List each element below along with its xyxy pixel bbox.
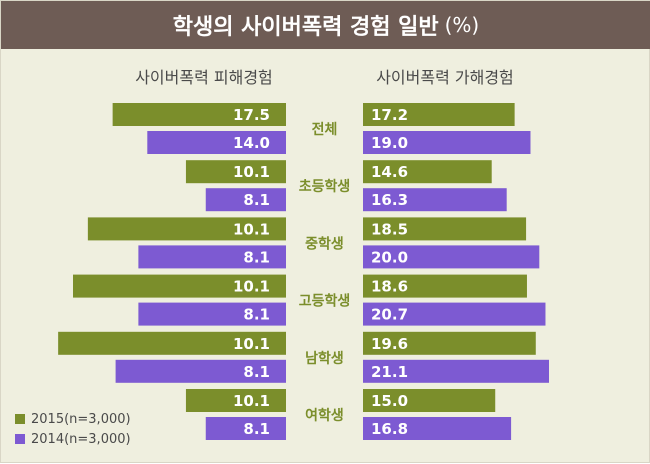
left-label-2015-5: 10.1 — [233, 392, 270, 410]
left-bar-2015-3 — [73, 274, 286, 298]
left-bar-2014-1 — [205, 188, 286, 212]
left-label-2015-3: 10.1 — [233, 278, 270, 296]
right-label-2014-0: 19.0 — [371, 134, 408, 152]
left-label-2014-2: 8.1 — [243, 248, 270, 266]
category-label-2: 중학생 — [305, 236, 344, 252]
left-label-2014-4: 8.1 — [243, 363, 270, 381]
left-column-title: 사이버폭력 피해경험 — [135, 68, 273, 87]
right-bar-2014-3 — [363, 302, 546, 326]
left-label-2015-1: 10.1 — [233, 163, 270, 181]
right-bar-2014-2 — [363, 245, 540, 269]
left-bar-2014-4 — [115, 359, 286, 383]
left-bar-2015-4 — [58, 331, 287, 355]
left-label-2014-0: 14.0 — [233, 134, 270, 152]
legend-label-2015: 2015(n=3,000) — [31, 411, 131, 427]
left-bar-2015-0 — [112, 103, 287, 126]
right-bar-2015-3 — [363, 274, 527, 298]
right-bar-2014-5 — [363, 417, 512, 440]
left-label-2015-0: 17.5 — [233, 106, 270, 124]
right-label-2015-0: 17.2 — [371, 106, 408, 124]
left-bar-2015-2 — [87, 217, 286, 241]
right-bar-2015-0 — [363, 103, 515, 126]
left-label-2015-4: 10.1 — [233, 335, 270, 353]
left-bar-2015-5 — [185, 389, 286, 412]
left-bar-2014-3 — [138, 302, 286, 326]
right-label-2015-2: 18.5 — [371, 220, 408, 238]
category-label-4: 남학생 — [305, 350, 344, 367]
category-label-1: 초등학생 — [299, 179, 351, 195]
left-bar-2014-0 — [147, 131, 286, 154]
category-label-0: 전체 — [312, 121, 338, 138]
legend-label-2014: 2014(n=3,000) — [31, 431, 131, 447]
left-label-2015-2: 10.1 — [233, 220, 270, 238]
right-bar-2015-5 — [363, 389, 496, 412]
category-label-5: 여학생 — [305, 407, 344, 424]
right-label-2015-1: 14.6 — [371, 163, 408, 181]
left-label-2014-3: 8.1 — [243, 306, 270, 324]
right-bar-2015-1 — [363, 160, 492, 184]
right-bar-2015-4 — [363, 331, 536, 355]
left-bar-2014-2 — [138, 245, 286, 269]
left-bar-2014-5 — [205, 417, 286, 440]
right-label-2014-3: 20.7 — [371, 306, 408, 324]
right-column-title: 사이버폭력 가해경험 — [376, 68, 514, 87]
left-label-2014-1: 8.1 — [243, 191, 270, 209]
legend-swatch-2014 — [15, 434, 25, 444]
legend-swatch-2015 — [15, 414, 25, 424]
legend-item-2015: 2015(n=3,000) — [15, 409, 131, 429]
right-bar-2015-2 — [363, 217, 527, 241]
right-bar-2014-4 — [363, 359, 549, 383]
right-label-2014-1: 16.3 — [371, 191, 408, 209]
right-bar-2014-0 — [363, 131, 531, 154]
right-label-2014-5: 16.8 — [371, 420, 408, 438]
chart-header: 학생의 사이버폭력 경험 일반 (%) — [1, 1, 650, 49]
left-bar-2015-1 — [185, 160, 286, 184]
right-label-2015-5: 15.0 — [371, 392, 408, 410]
right-label-2015-4: 19.6 — [371, 335, 408, 353]
category-label-3: 고등학생 — [299, 294, 351, 310]
legend-item-2014: 2014(n=3,000) — [15, 429, 131, 449]
right-label-2014-2: 20.0 — [371, 248, 408, 266]
right-bar-2014-1 — [363, 188, 507, 212]
chart-title: 학생의 사이버폭력 경험 일반 — [172, 15, 439, 40]
right-label-2015-3: 18.6 — [371, 278, 408, 296]
left-label-2014-5: 8.1 — [243, 420, 270, 438]
legend: 2015(n=3,000) 2014(n=3,000) — [15, 409, 131, 449]
chart-unit: (%) — [444, 13, 480, 37]
right-label-2014-4: 21.1 — [371, 363, 408, 381]
